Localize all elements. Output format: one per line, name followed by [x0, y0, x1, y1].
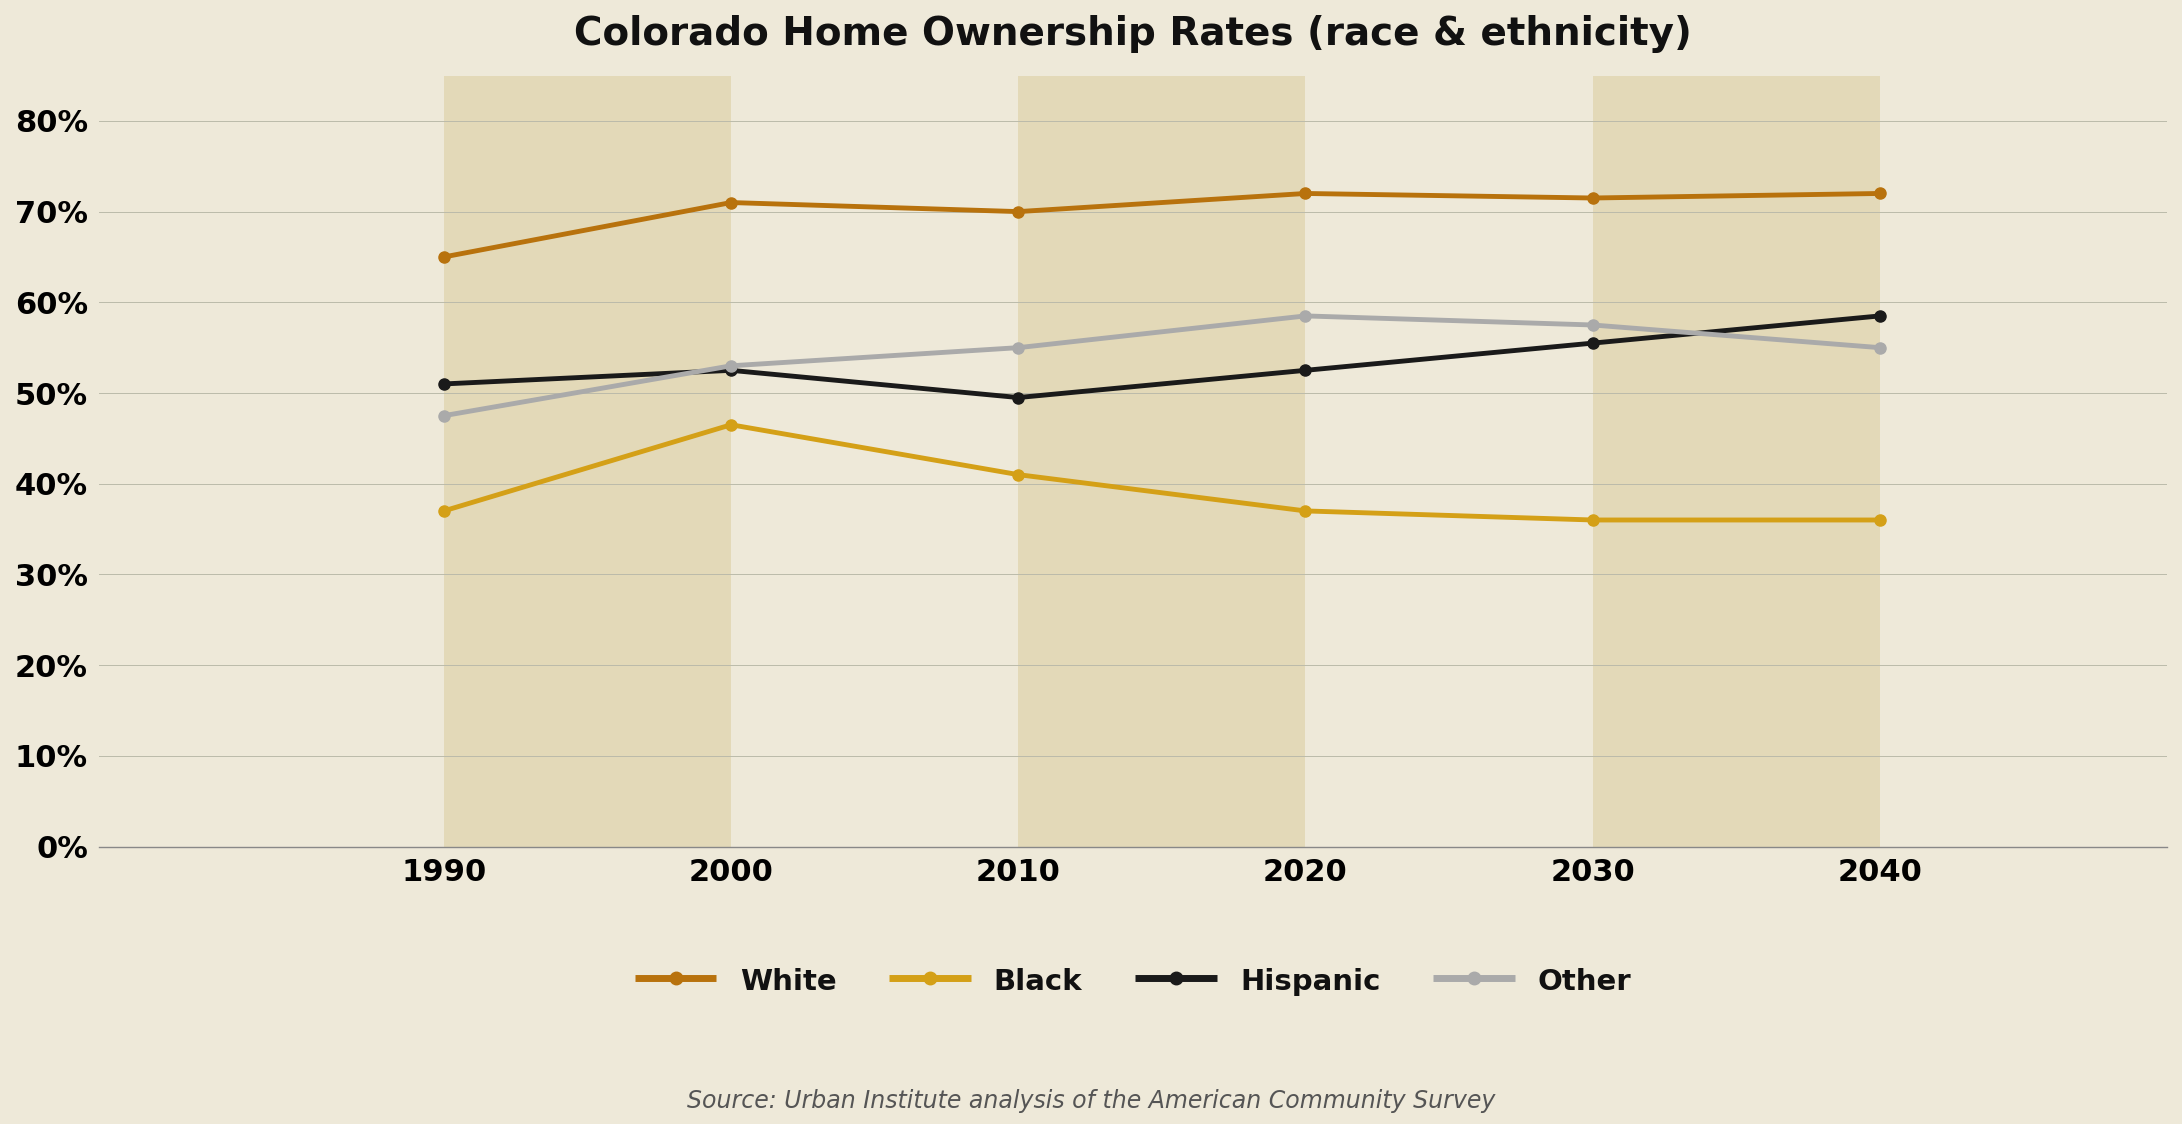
Text: Source: Urban Institute analysis of the American Community Survey: Source: Urban Institute analysis of the …	[687, 1089, 1495, 1113]
Bar	[1593, 75, 1881, 846]
Bar	[1019, 75, 1305, 846]
Title: Colorado Home Ownership Rates (race & ethnicity): Colorado Home Ownership Rates (race & et…	[574, 15, 1691, 53]
Bar	[443, 75, 731, 846]
Legend: White, Black, Hispanic, Other: White, Black, Hispanic, Other	[624, 953, 1643, 1008]
